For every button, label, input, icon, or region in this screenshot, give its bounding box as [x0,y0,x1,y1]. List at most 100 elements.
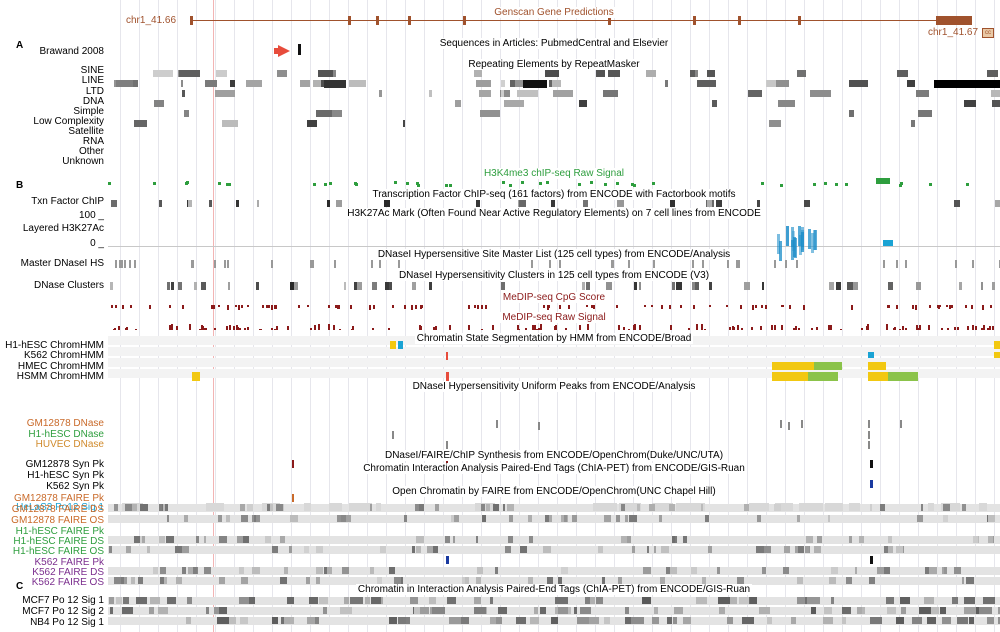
track-label-helas3[interactable]: HeLaS3 Po12 Sig 1 [16,502,104,513]
title-medip-cpg[interactable]: MeDIP-seq CpG Score [500,292,608,303]
track-label-ltd[interactable]: LTD [85,86,104,97]
grid-line [994,0,995,632]
track-label-low-complexity[interactable]: Low Complexity [33,116,104,127]
chiapet2-signal [912,617,923,624]
faire-signal [870,504,873,511]
track-label-sine[interactable]: SINE [80,65,104,76]
track-label-master-dnase[interactable]: Master DNaseI HS [20,258,104,269]
faire-signal [146,546,151,553]
track-label-h1-faire-pk[interactable]: H1-hESC FAIRE Pk [15,526,104,537]
repeat-element [707,70,715,77]
track-label-txn-factor[interactable]: Txn Factor ChIP [31,196,104,207]
title-chiapet[interactable]: Chromatin Interaction Analysis Paired-En… [361,463,747,474]
title-dnase-master[interactable]: DNaseI Hypersensitive Site Master List (… [375,249,733,260]
track-label-other[interactable]: Other [78,146,104,157]
tf-chip-peak [757,200,761,207]
track-label-hmec-chromhmm[interactable]: HMEC ChromHMM [17,361,104,372]
medip-cpg [896,305,899,310]
grid-line [120,0,121,632]
faire-signal [247,504,253,511]
track-label-rna[interactable]: RNA [82,136,104,147]
faire-signal [266,504,271,511]
repeat-element [769,120,781,127]
track-label-k562-chromhmm[interactable]: K562 ChromHMM [23,350,104,361]
track-label-brawand[interactable]: Brawand 2008 [39,46,105,57]
track-label-k562-faire-ds[interactable]: K562 FAIRE DS [32,567,104,578]
track-label-gm12878-dnase[interactable]: GM12878 DNase [26,418,104,429]
track-label-mcf7-sig1[interactable]: MCF7 Po 12 Sig 1 [22,595,104,606]
chiapet2-signal [158,607,169,614]
track-label-gm12878-synpk[interactable]: GM12878 Syn Pk [25,459,104,470]
gene-line [190,20,940,21]
faire-signal [647,546,650,553]
repeat-element [607,70,620,77]
track-label-k562-synpk[interactable]: K562 Syn Pk [46,481,104,492]
faire-signal [962,504,967,511]
faire-signal [376,577,382,584]
track-label-dnase-clusters[interactable]: DNase Clusters [33,280,104,291]
title-synthesis[interactable]: DNaseI/FAIRE/ChIP Synthesis from ENCODE/… [382,450,726,461]
track-label-gm12878-faire-os[interactable]: GM12878 FAIRE OS [11,515,104,526]
title-h3k27ac[interactable]: H3K27Ac Mark (Often Found Near Active Re… [345,208,763,219]
faire-signal [188,567,193,574]
track-label-huvec-dnase[interactable]: HUVEC DNase [35,439,104,450]
faire-signal [218,515,222,522]
track-label-mcf7-sig2[interactable]: MCF7 Po 12 Sig 2 [22,606,104,617]
title-medip-raw[interactable]: MeDIP-seq Raw Signal [500,312,608,323]
medip-raw [827,324,830,330]
track-label-layered-h3k27ac[interactable]: Layered H3K27Ac [22,223,104,234]
medip-raw [687,327,690,330]
track-label-h1-chromhmm[interactable]: H1-hESC ChromHMM [5,340,104,351]
medip-raw [966,326,969,330]
track-label-k562-faire-os[interactable]: K562 FAIRE OS [31,577,104,588]
faire-signal [642,567,651,574]
track-label-k562-faire-pk[interactable]: K562 FAIRE Pk [34,557,104,568]
medip-raw [258,328,261,330]
track-label-hsmm-chromhmm[interactable]: HSMM ChromHMM [16,371,104,382]
track-label-unknown[interactable]: Unknown [62,156,104,167]
faire-signal [166,536,175,543]
faire-signal [203,567,212,574]
medip-raw [553,325,556,330]
faire-signal [193,567,197,574]
title-chiapet2[interactable]: Chromatin in Interaction Analysis Paired… [355,584,753,595]
track-label-simple[interactable]: Simple [73,106,104,117]
medip-cpg [414,305,417,309]
faire-signal [653,546,657,553]
faire-signal [219,536,227,543]
title-dnase-uniform[interactable]: DNaseI Hypersensitivity Uniform Peaks fr… [410,381,698,392]
title-chromhmm[interactable]: Chromatin State Segmentation by HMM from… [414,333,694,344]
track-label-satellite[interactable]: Satellite [68,126,104,137]
chiapet2-signal [555,607,560,614]
track-label-h1-faire-ds[interactable]: H1-hESC FAIRE DS [13,536,104,547]
medip-cpg [211,305,214,310]
title-genscan[interactable]: Genscan Gene Predictions [492,7,616,18]
dnase-master-peak [378,260,381,268]
track-label-line[interactable]: LINE [81,75,104,86]
faire-signal [858,536,865,543]
track-label-gm12878-faire-ds[interactable]: GM12878 FAIRE DS [11,504,104,515]
title-repeatmasker[interactable]: Repeating Elements by RepeatMasker [466,59,642,70]
chiapet2-signal [973,607,981,614]
title-faire[interactable]: Open Chromatin by FAIRE from ENCODE/Open… [390,486,718,497]
title-tfchip[interactable]: Transcription Factor ChIP-seq (161 facto… [370,189,738,200]
title-h3k4me3[interactable]: H3K4me3 chIP-seq Raw Signal [481,168,627,179]
faire-signal [452,536,455,543]
track-label-gm12878-faire-pk[interactable]: GM12878 FAIRE Pk [13,493,104,504]
medip-raw [237,327,240,330]
title-dnase-clusters[interactable]: DNaseI Hypersensitivity Clusters in 125 … [396,270,712,281]
track-label-nb4-sig1[interactable]: NB4 Po 12 Sig 1 [30,617,104,628]
track-area[interactable]: chr1_41.66 chr1_41.67 cc Genscan Gene Pr… [108,0,1000,632]
track-label-h1-synpk[interactable]: H1-hESC Syn Pk [27,470,104,481]
faire-signal [896,546,903,553]
faire-signal [411,546,416,553]
track-label-h1-faire-os[interactable]: H1-hESC FAIRE OS [12,546,104,557]
chiapet-signal [928,503,934,511]
medip-raw [860,328,863,330]
faire-signal [637,504,640,511]
track-label-dna[interactable]: DNA [82,96,104,107]
track-label-h1-dnase[interactable]: H1-hESC DNase [28,429,104,440]
title-pubmed[interactable]: Sequences in Articles: PubmedCentral and… [437,38,671,49]
medip-cpg [271,305,274,310]
h3k4me3-peak [631,182,635,186]
